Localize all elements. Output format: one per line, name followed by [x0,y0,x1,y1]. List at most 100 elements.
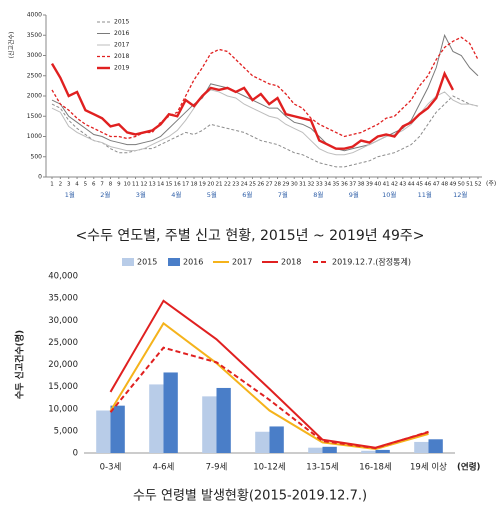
x-tick-label: 3 [67,182,71,188]
x-axis-label: (연령) [457,462,481,473]
month-label: 12월 [453,190,467,199]
x-tick-label: 27 [266,182,273,188]
x-tick-label: 48 [441,182,448,188]
x-tick-label: 36 [341,182,348,188]
x-tick-label: 28 [274,182,281,188]
x-tick-label: 12 [140,182,147,188]
x-tick-label: 13-15세 [306,463,339,473]
legend-label: 2017 [114,42,129,49]
y-tick-label: 1000 [27,133,42,140]
x-tick-label: 15 [165,182,172,188]
y-tick-label: 2000 [27,93,42,100]
x-tick-label: 0-3세 [100,463,122,473]
x-tick-label: 32 [307,182,314,188]
bar [110,405,125,453]
bar [414,441,429,453]
bar [322,446,337,453]
legend-label: 2018 [114,53,129,60]
series-line [51,95,479,168]
bar [96,410,111,453]
x-tick-label: 50 [458,182,465,188]
x-tick-label: 17 [182,182,189,188]
x-tick-label: 35 [333,182,340,188]
x-tick-label: 25 [249,182,256,188]
x-tick-label: 46 [424,182,431,188]
bar [375,449,390,453]
x-tick-label: 33 [316,182,323,188]
x-tick-label: 47 [433,182,440,188]
x-tick-label: 24 [241,182,248,188]
y-tick-label: 20,000 [48,360,78,370]
legend-label: 2019 [114,65,129,72]
caption: <수두 연도별, 주별 신고 현황, 2015년 ~ 2019년 49주> [75,228,424,244]
month-label: 11월 [418,190,432,199]
x-tick-label: 16-18세 [359,463,392,473]
month-label: 3월 [136,190,146,199]
x-tick-label: 42 [391,182,398,188]
y-tick-label: 3000 [27,52,42,59]
y-tick-label: 500 [31,153,43,160]
month-label: 9월 [349,190,359,199]
x-tick-label: 44 [408,182,415,188]
x-tick-label: 43 [399,182,406,188]
legend-label: 2017 [232,258,252,267]
x-tick-label: 21 [216,182,223,188]
series-line [51,36,479,140]
x-tick-label: 16 [174,182,181,188]
legend-label: 2015 [114,19,129,26]
month-label: 10월 [382,190,396,199]
x-tick-label: 13 [149,182,156,188]
month-label: 8월 [313,190,323,199]
y-tick-label: 10,000 [48,404,78,414]
y-axis-label: 수두 신고건수(명) [14,330,26,399]
y-tick-label: 15,000 [48,382,78,392]
month-label: 7월 [278,190,288,199]
x-tick-label: 5 [84,182,88,188]
caption: 수두 연령별 발생현황(2015-2019.12.7.) [133,489,367,504]
x-tick-label: 41 [383,182,390,188]
x-tick-label: 1 [50,182,54,188]
legend-label: 2016 [114,30,129,37]
bar [149,384,164,453]
x-axis-label: (주) [486,181,496,188]
x-tick-label: 51 [466,182,473,188]
month-label: 5월 [207,190,217,199]
month-label: 6월 [242,190,252,199]
x-tick-label: 2 [59,182,63,188]
bar [361,450,376,453]
x-tick-label: 6 [92,182,96,188]
y-tick-label: 35,000 [48,294,78,304]
month-label: 2월 [100,190,110,199]
x-tick-label: 10-12세 [253,463,286,473]
bar [216,387,231,453]
x-tick-label: 4 [75,182,79,188]
x-tick-label: 7-9세 [206,463,228,473]
month-label: 4월 [171,190,181,199]
x-tick-label: 26 [257,182,264,188]
x-tick-label: 37 [349,182,356,188]
bar [308,447,323,453]
x-tick-label: 31 [299,182,306,188]
series-line [51,89,479,156]
x-tick-label: 20 [207,182,214,188]
bar [428,439,443,453]
bar [269,426,284,453]
x-tick-label: 19 [199,182,206,188]
y-tick-label: 30,000 [48,316,78,326]
x-tick-label: 29 [282,182,289,188]
legend-label: 2015 [137,258,157,267]
x-tick-label: 8 [109,182,113,188]
series-line [50,62,455,150]
y-tick-label: 25,000 [48,338,78,348]
age-chart: 0 5,000 10,000 15,000 20,000 25,000 30,000 35,0… [14,257,481,504]
y-tick-label: 2500 [27,72,42,79]
x-tick-label: 18 [191,182,198,188]
x-tick-label: 40 [374,182,381,188]
x-tick-label: 49 [449,182,456,188]
legend-label: 2016 [183,258,203,267]
y-tick-label: 0 [73,449,78,459]
y-tick-label: 40,000 [48,272,78,282]
